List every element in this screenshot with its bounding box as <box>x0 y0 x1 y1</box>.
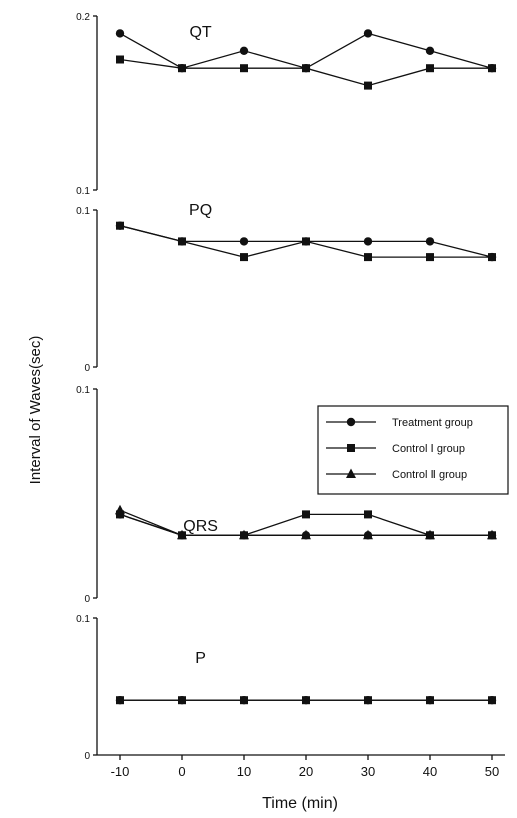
data-point <box>488 64 496 73</box>
x-tick-label: 0 <box>178 764 185 779</box>
data-point <box>116 221 124 230</box>
panel-p: 0.1 0 P <box>76 614 497 762</box>
series-square <box>116 221 496 262</box>
data-point <box>115 504 125 515</box>
data-point <box>425 237 435 246</box>
legend-marker <box>346 468 356 478</box>
x-tick-label: 30 <box>361 764 375 779</box>
y-tick-label: 0 <box>84 363 90 374</box>
y-tick-label: 0 <box>84 751 90 762</box>
series-square <box>116 696 496 705</box>
legend-entry: Control Ⅰ group <box>326 443 465 455</box>
y-axis-label: Interval of Waves(sec) <box>27 336 44 485</box>
data-point <box>116 510 124 519</box>
legend: Treatment group Control Ⅰ group Control Ⅱ … <box>317 405 509 495</box>
panel-label: PQ <box>189 202 212 219</box>
data-point <box>363 237 373 246</box>
data-point <box>240 64 248 73</box>
x-axis-label: Time (min) <box>262 795 338 812</box>
data-point <box>364 696 372 705</box>
data-point <box>488 696 496 705</box>
data-point <box>178 696 186 705</box>
x-tick-label: -10 <box>111 764 130 779</box>
data-point <box>240 253 248 262</box>
data-point <box>116 55 124 64</box>
data-point <box>177 529 187 540</box>
data-point <box>425 529 435 540</box>
x-tick-label: 50 <box>485 764 499 779</box>
series-line <box>119 58 492 87</box>
legend-label: Control Ⅱ group <box>392 469 467 481</box>
panel-label: QT <box>189 24 211 41</box>
data-point <box>488 253 496 262</box>
data-point <box>116 696 124 705</box>
data-point <box>239 529 249 540</box>
data-point <box>426 253 434 262</box>
x-tick-label: 40 <box>423 764 437 779</box>
x-axis: -10 0 10 20 30 40 50 <box>97 754 505 779</box>
data-point <box>302 510 310 519</box>
panel-pq: 0.1 0 PQ <box>76 202 497 374</box>
legend-entry: Control Ⅱ group <box>326 468 467 481</box>
y-tick-label: 0.2 <box>76 12 90 23</box>
series-square <box>116 55 496 90</box>
data-point <box>363 529 373 540</box>
legend-entry: Treatment group <box>326 417 473 429</box>
series-line <box>119 32 493 69</box>
x-tick-label: 10 <box>237 764 251 779</box>
data-point <box>239 237 249 246</box>
legend-marker <box>346 417 356 427</box>
data-point <box>301 529 311 540</box>
panel-qt: 0.2 0.1 QT <box>76 12 497 197</box>
panel-qrs: 0.1 0 QRS <box>76 385 497 605</box>
panel-label: QRS <box>183 518 218 535</box>
y-tick-label: 0.1 <box>76 206 90 217</box>
legend-label: Control Ⅰ group <box>392 443 465 455</box>
legend-label: Treatment group <box>392 417 473 429</box>
y-tick-label: 0.1 <box>76 186 90 197</box>
data-point <box>487 529 497 540</box>
y-tick-label: 0.1 <box>76 614 90 625</box>
data-point <box>426 696 434 705</box>
data-point <box>240 696 248 705</box>
y-tick-label: 0.1 <box>76 385 90 396</box>
series-triangle <box>115 504 497 540</box>
data-point <box>302 696 310 705</box>
x-tick-label: 20 <box>299 764 313 779</box>
data-point <box>115 29 125 38</box>
data-point <box>363 29 373 38</box>
legend-marker <box>347 444 355 452</box>
data-point <box>426 64 434 73</box>
data-point <box>178 237 186 246</box>
data-point <box>239 46 249 55</box>
y-tick-label: 0 <box>84 594 90 605</box>
data-point <box>364 510 372 519</box>
data-point <box>178 64 186 73</box>
panels: 0.2 0.1 QT 0.1 0 PQ 0.1 0 QRS 0.1 0 P -10 0 10 20 30 40 50… <box>76 12 509 779</box>
data-point <box>364 81 372 90</box>
panel-label: P <box>195 650 206 667</box>
data-point <box>425 46 435 55</box>
data-point <box>302 237 310 246</box>
data-point <box>364 253 372 262</box>
data-point <box>302 64 310 73</box>
